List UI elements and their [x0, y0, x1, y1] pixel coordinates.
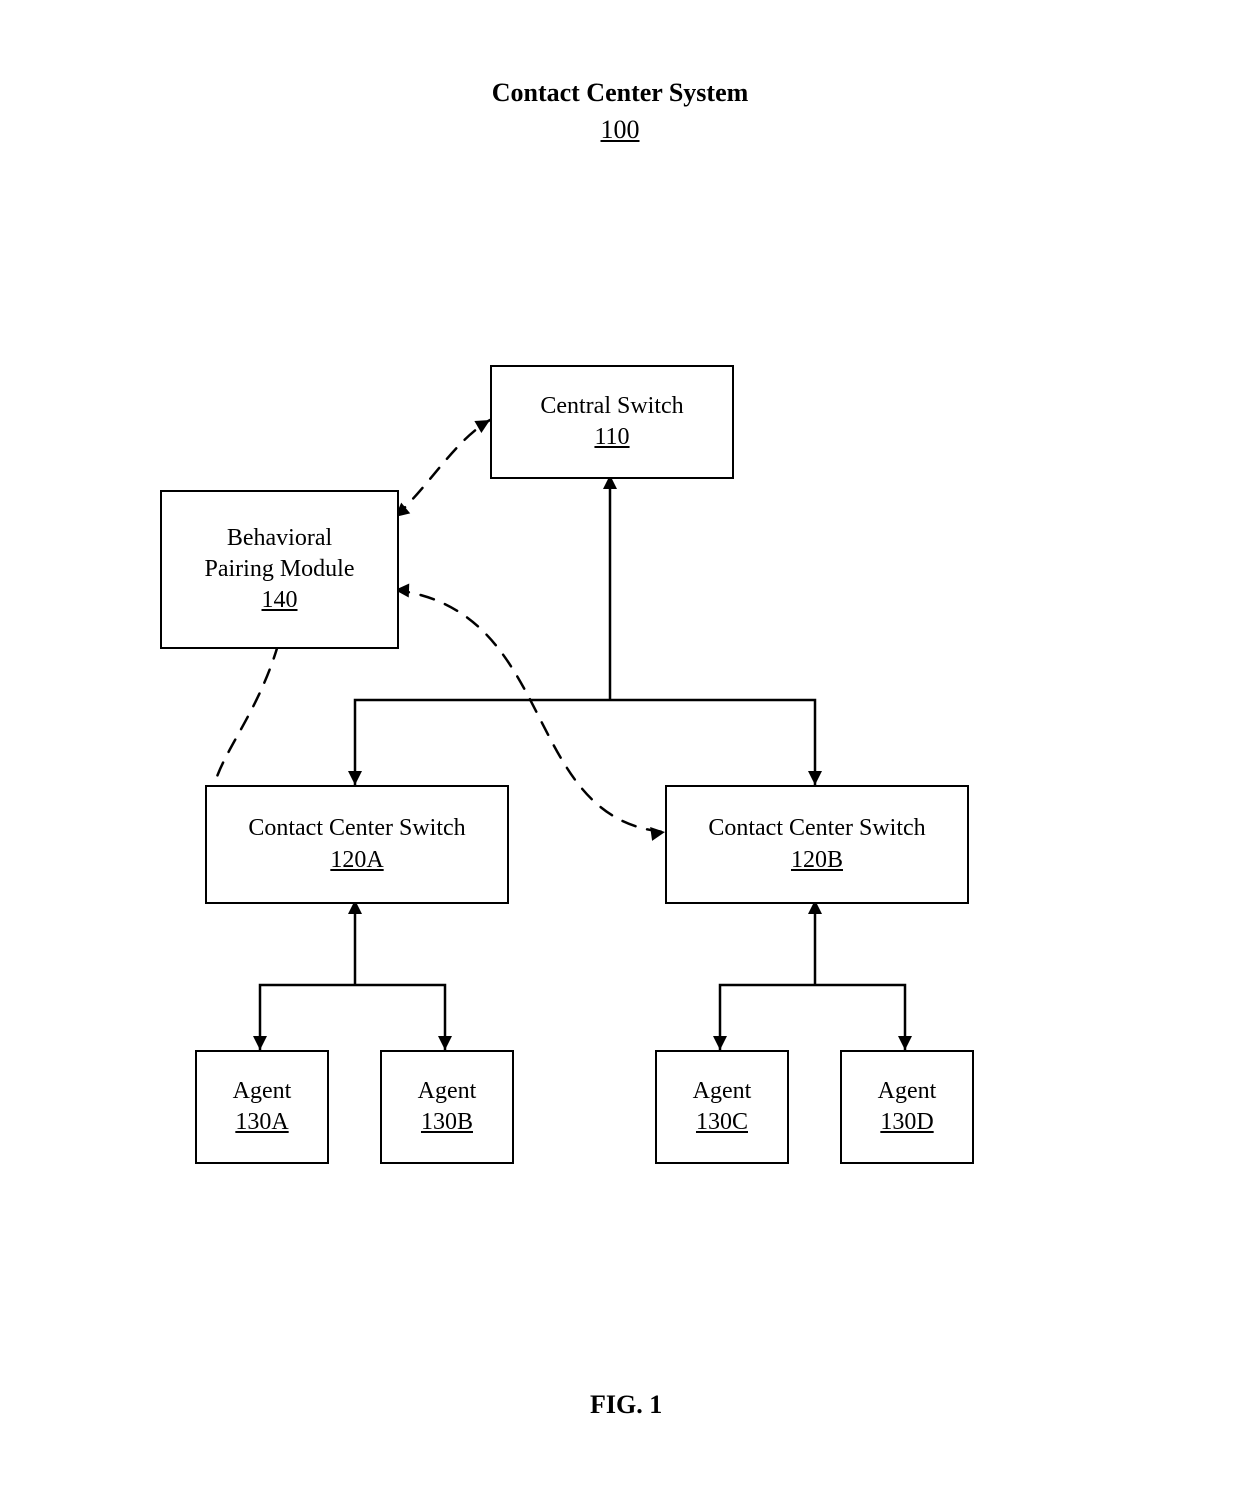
- node-ref: 130D: [880, 1107, 933, 1138]
- node-label: Contact Center Switch: [708, 813, 925, 844]
- node-label: Agent: [878, 1076, 937, 1107]
- node-ref: 130A: [235, 1107, 288, 1138]
- node-ref: 140: [262, 585, 298, 616]
- node-ref: 130B: [421, 1107, 473, 1138]
- node-label: Behavioral: [227, 523, 332, 554]
- node-bpm: BehavioralPairing Module140: [160, 490, 399, 649]
- node-agent-c: Agent130C: [655, 1050, 789, 1164]
- node-ref: 120B: [791, 845, 843, 876]
- diagram-canvas: Contact Center System 100 FIG. 1 Central…: [0, 0, 1240, 1503]
- node-ccs-a: Contact Center Switch120A: [205, 785, 509, 904]
- node-central-switch: Central Switch110: [490, 365, 734, 479]
- diagram-title: Contact Center System 100: [0, 75, 1240, 147]
- node-label: Contact Center Switch: [248, 813, 465, 844]
- title-ref: 100: [601, 112, 640, 147]
- node-agent-d: Agent130D: [840, 1050, 974, 1164]
- node-ccs-b: Contact Center Switch120B: [665, 785, 969, 904]
- node-label: Agent: [418, 1076, 477, 1107]
- node-ref: 120A: [330, 845, 383, 876]
- node-ref: 110: [594, 422, 629, 453]
- node-agent-a: Agent130A: [195, 1050, 329, 1164]
- node-label: Central Switch: [540, 391, 683, 422]
- connection-layer: [0, 0, 1240, 1503]
- title-text: Contact Center System: [0, 75, 1240, 110]
- figure-caption: FIG. 1: [590, 1390, 662, 1420]
- node-label: Pairing Module: [205, 554, 355, 585]
- node-agent-b: Agent130B: [380, 1050, 514, 1164]
- node-label: Agent: [233, 1076, 292, 1107]
- node-ref: 130C: [696, 1107, 748, 1138]
- node-label: Agent: [693, 1076, 752, 1107]
